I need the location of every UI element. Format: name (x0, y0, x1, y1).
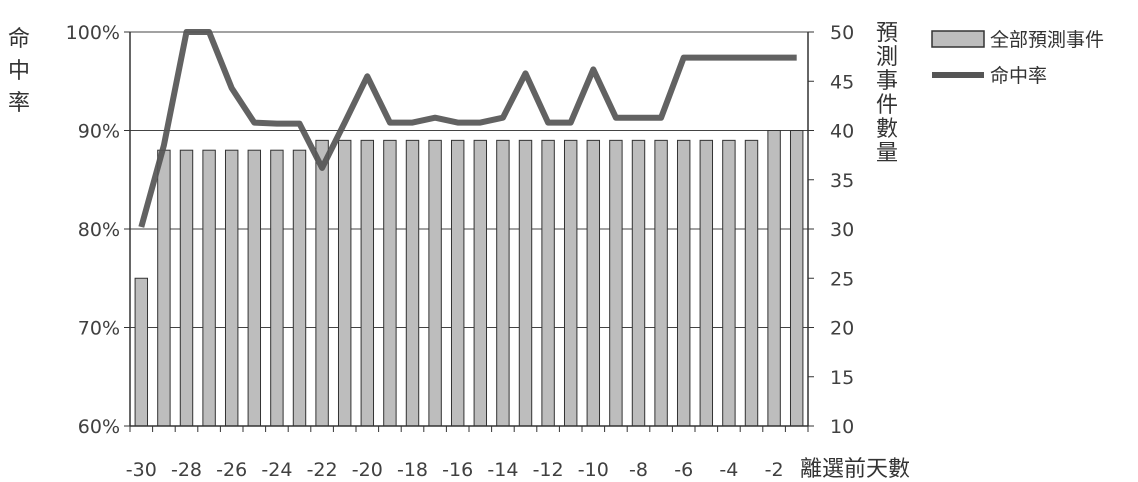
right-tick-label: 30 (830, 219, 854, 241)
bar (563, 139, 578, 427)
x-tick-label: -10 (578, 459, 609, 481)
bar (179, 149, 194, 427)
bar (247, 149, 262, 427)
left-tick-label: 80% (78, 219, 120, 241)
x-tick-label: -8 (629, 459, 648, 481)
x-tick-label: -6 (674, 459, 693, 481)
bar (789, 130, 804, 427)
legend-label-line: 命中率 (990, 65, 1047, 87)
x-tick-label: -18 (397, 459, 428, 481)
left-tick-label: 90% (78, 121, 120, 143)
bar (450, 139, 465, 427)
bar (699, 139, 714, 427)
left-tick-label: 60% (78, 416, 120, 438)
right-tick-label: 40 (830, 121, 854, 143)
x-tick-label: -2 (765, 459, 784, 481)
bar (292, 149, 307, 427)
bar (518, 139, 533, 427)
right-tick-label: 25 (830, 268, 854, 290)
x-tick-label: -30 (126, 459, 157, 481)
bar (496, 139, 510, 427)
right-axis-label: 預測事件數量 (876, 21, 898, 166)
x-tick-label: -16 (442, 459, 473, 481)
x-tick-label: -24 (261, 459, 292, 481)
bar (315, 139, 329, 427)
right-tick-label: 20 (830, 318, 854, 340)
left-tick-label: 100% (66, 22, 120, 44)
left-axis-label: 命中率 (8, 27, 30, 116)
bar (654, 139, 668, 427)
bar (270, 149, 284, 427)
bar (744, 139, 759, 427)
legend-label-bar: 全部預測事件 (990, 29, 1104, 51)
x-tick-label: -26 (216, 459, 247, 481)
x-axis-label: 離選前天數 (800, 457, 910, 482)
right-tick-label: 35 (830, 170, 854, 192)
bar (428, 139, 442, 427)
hit-rate-line (138, 29, 797, 228)
right-tick-label: 50 (830, 22, 854, 44)
right-axis-ticks: 10 15 20 25 30 35 40 45 50 (808, 22, 854, 438)
grid-lines (130, 31, 808, 328)
x-tick-label: -4 (719, 459, 738, 481)
x-tick-label: -14 (487, 459, 518, 481)
bar (722, 139, 736, 427)
x-tick-label: -20 (352, 459, 383, 481)
x-tick-label: -28 (171, 459, 202, 481)
x-tick-label: -22 (307, 459, 338, 481)
bar (157, 149, 171, 427)
legend: 全部預測事件 命中率 (931, 29, 1104, 87)
x-tick-label: -12 (533, 459, 564, 481)
left-tick-label: 70% (78, 318, 120, 340)
bar (586, 139, 601, 427)
right-tick-label: 10 (830, 416, 854, 438)
right-tick-label: 15 (830, 367, 854, 389)
bar (337, 139, 352, 427)
bar (609, 139, 623, 427)
bar (473, 139, 488, 427)
right-tick-label: 45 (830, 71, 854, 93)
bar (224, 149, 239, 427)
bar (541, 139, 555, 427)
bar (202, 149, 216, 427)
left-axis-ticks: 60% 70% 80% 90% 100% (66, 22, 130, 438)
bar (767, 130, 781, 427)
line-series (138, 29, 797, 228)
bar (383, 139, 397, 427)
bar (676, 139, 691, 427)
bar (134, 277, 149, 427)
x-axis-ticks: -30 -28 -26 -24 -22 -20 -18 -16 -14 -12 -10 -8 -6 -4 -… (126, 459, 784, 481)
legend-swatch-bar (931, 30, 985, 48)
bar-series (134, 130, 804, 427)
bar (631, 139, 646, 427)
bar (405, 139, 420, 427)
bar (360, 139, 375, 427)
